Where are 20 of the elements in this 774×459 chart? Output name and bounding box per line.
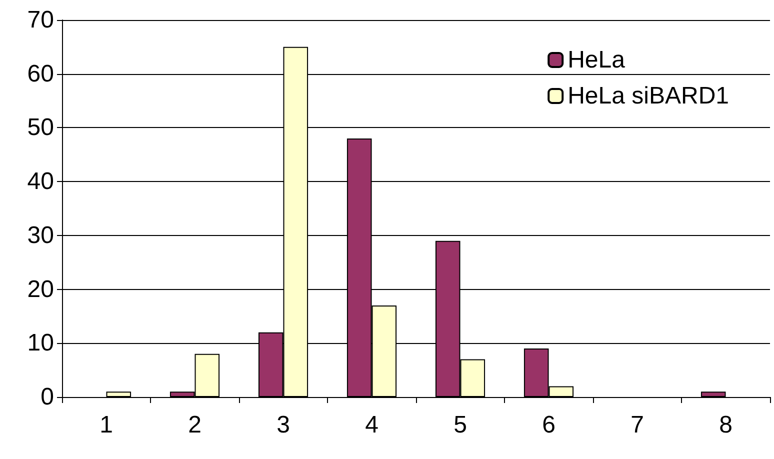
y-tick-label: 70 (27, 6, 54, 34)
x-tick-label: 8 (719, 412, 732, 438)
x-tick-label: 7 (630, 412, 644, 438)
bar (106, 392, 132, 397)
x-tick-label: 6 (542, 412, 556, 438)
x-tick-label: 5 (454, 412, 467, 438)
y-tick-label: 50 (27, 114, 54, 142)
y-tick-label: 40 (27, 168, 54, 196)
y-tick-label: 30 (27, 222, 54, 249)
y-tick-label: 10 (27, 330, 54, 357)
y-tick-label: 60 (27, 60, 54, 88)
bar (700, 392, 726, 397)
x-tick-label: 2 (188, 412, 202, 438)
legend-label: HeLa (568, 46, 626, 74)
x-tick-label: 3 (276, 412, 290, 438)
y-tick-label: 0 (40, 384, 54, 410)
x-tick-label: 4 (365, 412, 378, 438)
x-tick-label: 1 (100, 412, 113, 438)
y-tick-label: 20 (27, 276, 54, 303)
legend-label: HeLa siBARD1 (568, 82, 730, 110)
